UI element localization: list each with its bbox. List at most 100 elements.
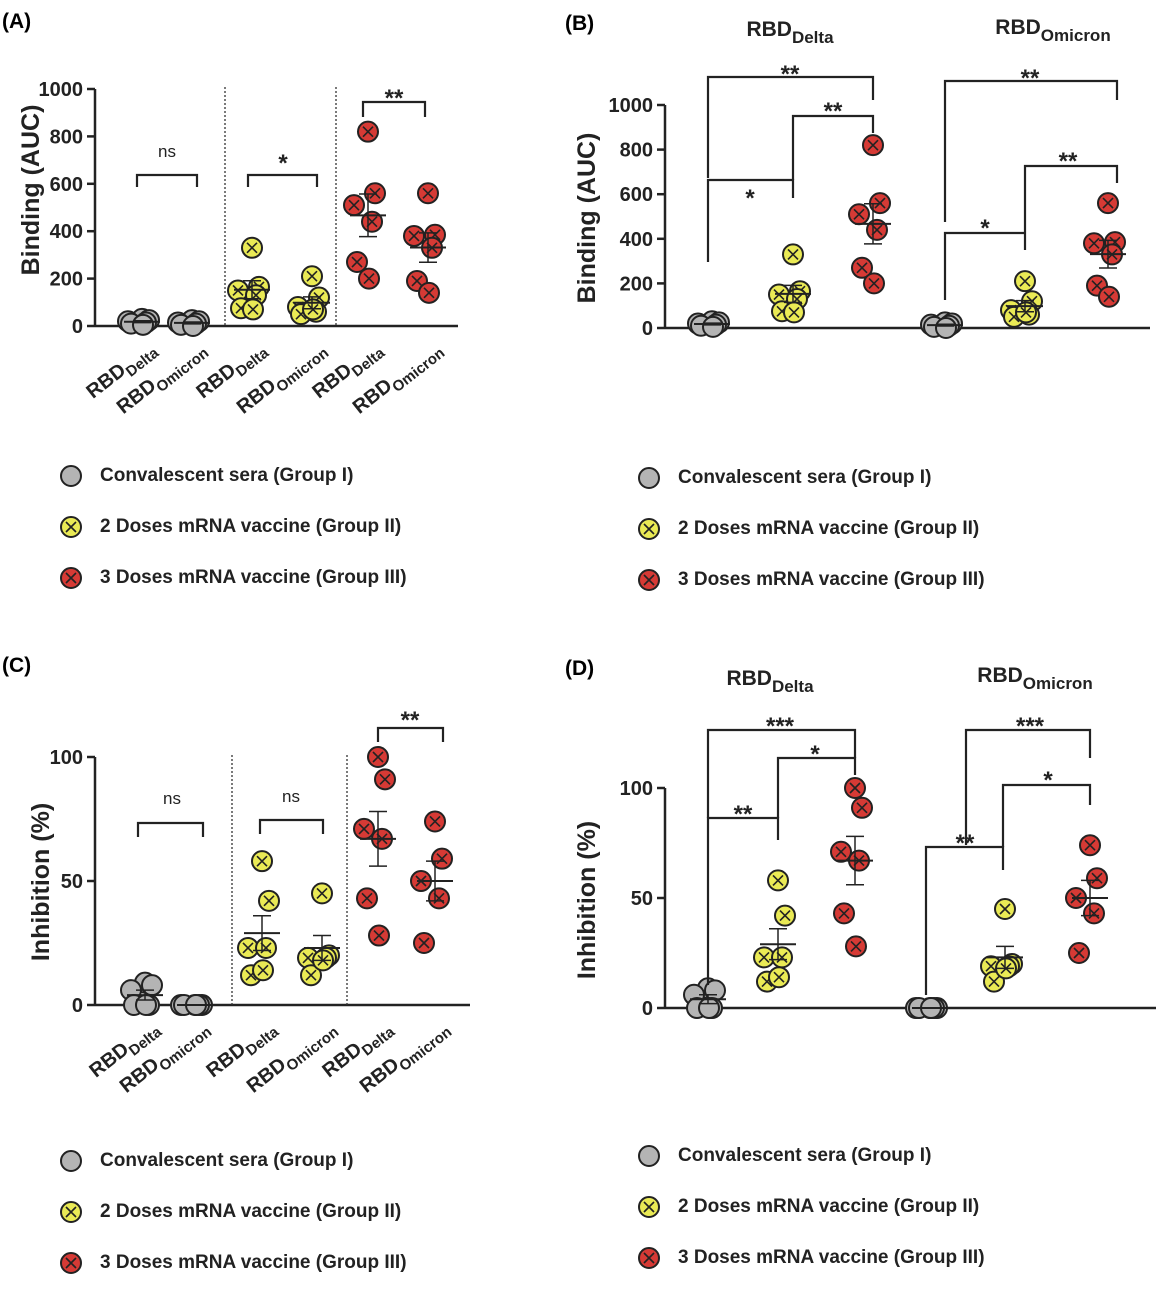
- legend-item-group-i: Convalescent sera (Group I): [636, 1143, 985, 1169]
- point-cross: [849, 782, 861, 794]
- y-axis-label: Binding (AUC): [573, 133, 601, 304]
- yellow-crossed-circle-icon: [638, 1196, 660, 1218]
- y-tick-label: 100: [50, 747, 83, 769]
- data-point-group-i: [135, 994, 157, 1016]
- significance-label: **: [781, 61, 800, 88]
- data-point-group-iii: [848, 203, 870, 226]
- panel-label: (A): [2, 10, 31, 33]
- point-cross: [1091, 872, 1103, 884]
- data-point-group-ii: [994, 898, 1016, 920]
- legend-item-group-iii: 3 Doses mRNA vaccine (Group III): [636, 1245, 985, 1271]
- red-crossed-circle-icon: [638, 569, 660, 591]
- y-tick-label: 200: [50, 269, 83, 291]
- significance-bracket: [246, 173, 319, 187]
- significance-label: **: [824, 98, 843, 125]
- y-tick-label: 600: [620, 184, 653, 206]
- legend-label: Convalescent sera (Group I): [100, 1150, 354, 1171]
- point-cross: [850, 940, 862, 952]
- data-point-group-ii: [60, 1201, 82, 1223]
- point-cross: [242, 942, 254, 954]
- gray-circle-icon: [60, 465, 82, 487]
- significance-bracket: [376, 726, 445, 742]
- data-point-group-iii: [417, 182, 439, 205]
- x-tick-label: RBDOmicron: [349, 337, 448, 423]
- y-axis-label: Inhibition (%): [573, 821, 601, 979]
- point-cross: [985, 960, 997, 972]
- red-crossed-circle-icon: [638, 1247, 660, 1269]
- x-tick-sub: Omicron: [396, 1023, 455, 1074]
- group-title: RBDOmicron: [995, 16, 1110, 45]
- data-point-group-iii: [424, 810, 446, 833]
- legend-label: Convalescent sera (Group I): [678, 467, 932, 488]
- point-circle: [60, 1150, 82, 1172]
- legend-item-group-ii: 2 Doses mRNA vaccine (Group II): [58, 1199, 407, 1225]
- significance-bracket: [136, 821, 205, 837]
- point-cross: [65, 1206, 77, 1218]
- x-tick-sub: Omicron: [389, 344, 448, 395]
- point-cross: [1019, 275, 1031, 287]
- significance-label: **: [1021, 65, 1040, 92]
- significance-label: **: [385, 85, 404, 112]
- point-cross: [429, 815, 441, 828]
- point-cross: [316, 887, 328, 899]
- point-cross: [988, 976, 1000, 988]
- point-circle: [638, 467, 660, 489]
- point-cross: [408, 230, 420, 242]
- point-cross: [65, 572, 77, 584]
- group-title-base: RBD: [995, 16, 1041, 39]
- point-cross: [853, 208, 865, 220]
- point-cross: [379, 773, 391, 785]
- point-cross: [1103, 291, 1115, 303]
- point-circle: [638, 1145, 660, 1167]
- point-cross: [773, 971, 785, 983]
- group-title-sub: Omicron: [1041, 26, 1111, 45]
- significance-label: ns: [282, 787, 300, 806]
- legend-label: 2 Doses mRNA vaccine (Group II): [678, 518, 980, 539]
- y-tick-label: 0: [642, 998, 653, 1020]
- legend-label: 2 Doses mRNA vaccine (Group II): [100, 516, 402, 537]
- data-point-group-iii: [830, 840, 852, 863]
- data-point-group-iii: [863, 272, 885, 295]
- y-axis-label: Inhibition (%): [27, 803, 55, 961]
- y-tick-label: 0: [72, 316, 83, 338]
- point-cross: [348, 199, 360, 211]
- point-cross: [856, 802, 868, 814]
- data-point-group-ii: [638, 1196, 660, 1218]
- data-point-group-iii: [1079, 834, 1101, 857]
- point-circle: [132, 313, 154, 336]
- point-circle: [135, 994, 157, 1016]
- data-point-group-i: [132, 313, 154, 336]
- data-point-group-ii: [311, 882, 333, 905]
- data-point-group-iii: [1098, 285, 1120, 308]
- data-point-group-ii: [767, 869, 789, 892]
- panel-label: (D): [565, 657, 594, 680]
- y-tick-label: 100: [620, 778, 653, 800]
- significance-bracket: [258, 818, 325, 834]
- significance-label: *: [810, 741, 820, 768]
- data-point-group-ii: [782, 243, 804, 266]
- y-tick-label: 800: [50, 126, 83, 148]
- y-tick-label: 200: [620, 273, 653, 295]
- legend-label: 3 Doses mRNA vaccine (Group III): [678, 569, 985, 590]
- y-tick-label: 50: [631, 888, 653, 910]
- significance-label: *: [980, 215, 990, 242]
- gray-circle-icon: [638, 1145, 660, 1167]
- data-point-group-ii: [60, 516, 82, 538]
- data-point-group-ii: [258, 889, 280, 912]
- data-point-group-iii: [353, 817, 375, 840]
- x-tick-sub: Delta: [126, 1023, 166, 1059]
- point-circle: [60, 465, 82, 487]
- significance-bracket: [706, 178, 795, 262]
- data-point-group-iii: [1083, 902, 1105, 925]
- panel-label: (B): [565, 12, 594, 35]
- legend-label: 3 Doses mRNA vaccine (Group III): [678, 1247, 985, 1268]
- data-point-group-ii: [300, 964, 322, 987]
- point-cross: [363, 273, 375, 285]
- point-cross: [361, 892, 373, 904]
- data-point-group-ii: [301, 265, 323, 288]
- point-cross: [65, 1257, 77, 1269]
- significance-bracket: [135, 173, 199, 187]
- significance-label: *: [278, 150, 288, 177]
